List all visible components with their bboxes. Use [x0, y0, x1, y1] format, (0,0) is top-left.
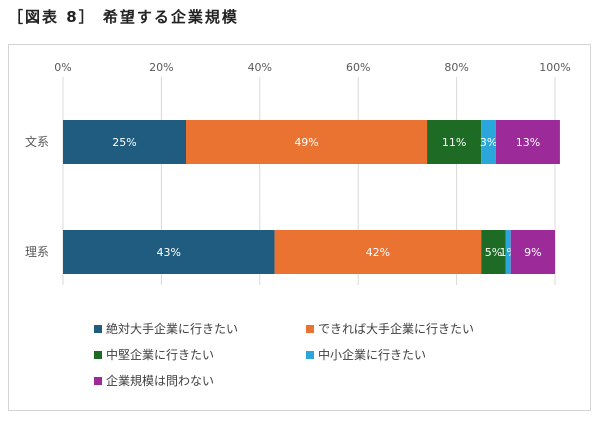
legend-swatch [306, 325, 314, 333]
data-label: 13% [516, 136, 540, 149]
bar-segment [63, 230, 275, 274]
x-tick-label: 40% [248, 61, 272, 74]
data-label: 42% [366, 246, 390, 259]
bar-segment [510, 230, 555, 274]
data-label: 9% [524, 246, 541, 259]
bar-segment [63, 120, 186, 164]
data-label: 25% [112, 136, 136, 149]
data-label: 43% [157, 246, 181, 259]
bar-segment [274, 230, 482, 274]
data-label: 49% [294, 136, 318, 149]
data-label: 5% [485, 246, 502, 259]
legend-swatch [94, 377, 102, 385]
category-label: 理系 [25, 245, 49, 259]
data-label: 11% [442, 136, 466, 149]
x-tick-label: 20% [149, 61, 173, 74]
chart-frame: 0% 20% 40% 60% 80% 100% 25% 49% 11% 3% 13% 43% 42% 5… [8, 44, 591, 411]
legend-swatch [94, 325, 102, 333]
x-tick-label: 100% [539, 61, 570, 74]
category-label: 文系 [25, 134, 49, 149]
x-tick-label: 80% [444, 61, 468, 74]
bar-segment [427, 120, 482, 164]
bar-segment [481, 120, 496, 164]
legend-label: 絶対大手企業に行きたい [106, 321, 238, 336]
bar-segment [186, 120, 428, 164]
legend-label: 中小企業に行きたい [318, 347, 426, 362]
legend-label: 企業規模は問わない [106, 373, 214, 388]
x-axis-ticks: 0% 20% 40% 60% 80% 100% [54, 61, 570, 74]
stacked-bar-chart: 0% 20% 40% 60% 80% 100% 25% 49% 11% 3% 13% 43% 42% 5… [25, 61, 571, 388]
figure-title: ［図表 8］ 希望する企業規模 [8, 8, 239, 26]
legend-label: できれば大手企業に行きたい [318, 321, 474, 336]
bars: 25% 49% 11% 3% 13%43% 42% 5%1% 9% [63, 120, 560, 274]
data-label: 3% [480, 136, 497, 149]
x-tick-label: 0% [54, 61, 71, 74]
bar-segment [495, 120, 560, 164]
x-tick-label: 60% [346, 61, 370, 74]
bar-segment [505, 230, 511, 274]
legend-swatch [306, 351, 314, 359]
bar-segment [481, 230, 506, 274]
legend-swatch [94, 351, 102, 359]
legend-label: 中堅企業に行きたい [106, 347, 214, 362]
